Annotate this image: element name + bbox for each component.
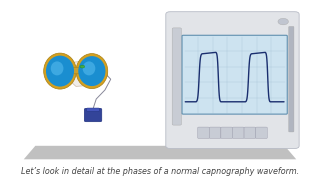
FancyBboxPatch shape [221,127,232,138]
FancyBboxPatch shape [209,127,221,138]
Text: Let’s look in detail at the phases of a normal capnography waveform.: Let’s look in detail at the phases of a … [21,166,299,176]
FancyBboxPatch shape [244,127,256,138]
FancyBboxPatch shape [172,28,181,125]
Circle shape [80,65,84,68]
Circle shape [278,18,288,25]
FancyBboxPatch shape [289,26,294,132]
FancyBboxPatch shape [182,35,287,114]
Ellipse shape [83,61,95,75]
FancyBboxPatch shape [87,108,100,111]
FancyBboxPatch shape [232,127,244,138]
Ellipse shape [78,56,106,86]
FancyBboxPatch shape [166,12,299,148]
FancyBboxPatch shape [256,127,267,138]
Polygon shape [24,146,296,159]
Ellipse shape [46,56,74,87]
FancyBboxPatch shape [84,108,102,122]
FancyBboxPatch shape [72,68,93,74]
Ellipse shape [51,61,63,75]
FancyBboxPatch shape [198,127,209,138]
Ellipse shape [44,53,76,89]
Polygon shape [61,61,108,86]
Ellipse shape [76,54,108,89]
